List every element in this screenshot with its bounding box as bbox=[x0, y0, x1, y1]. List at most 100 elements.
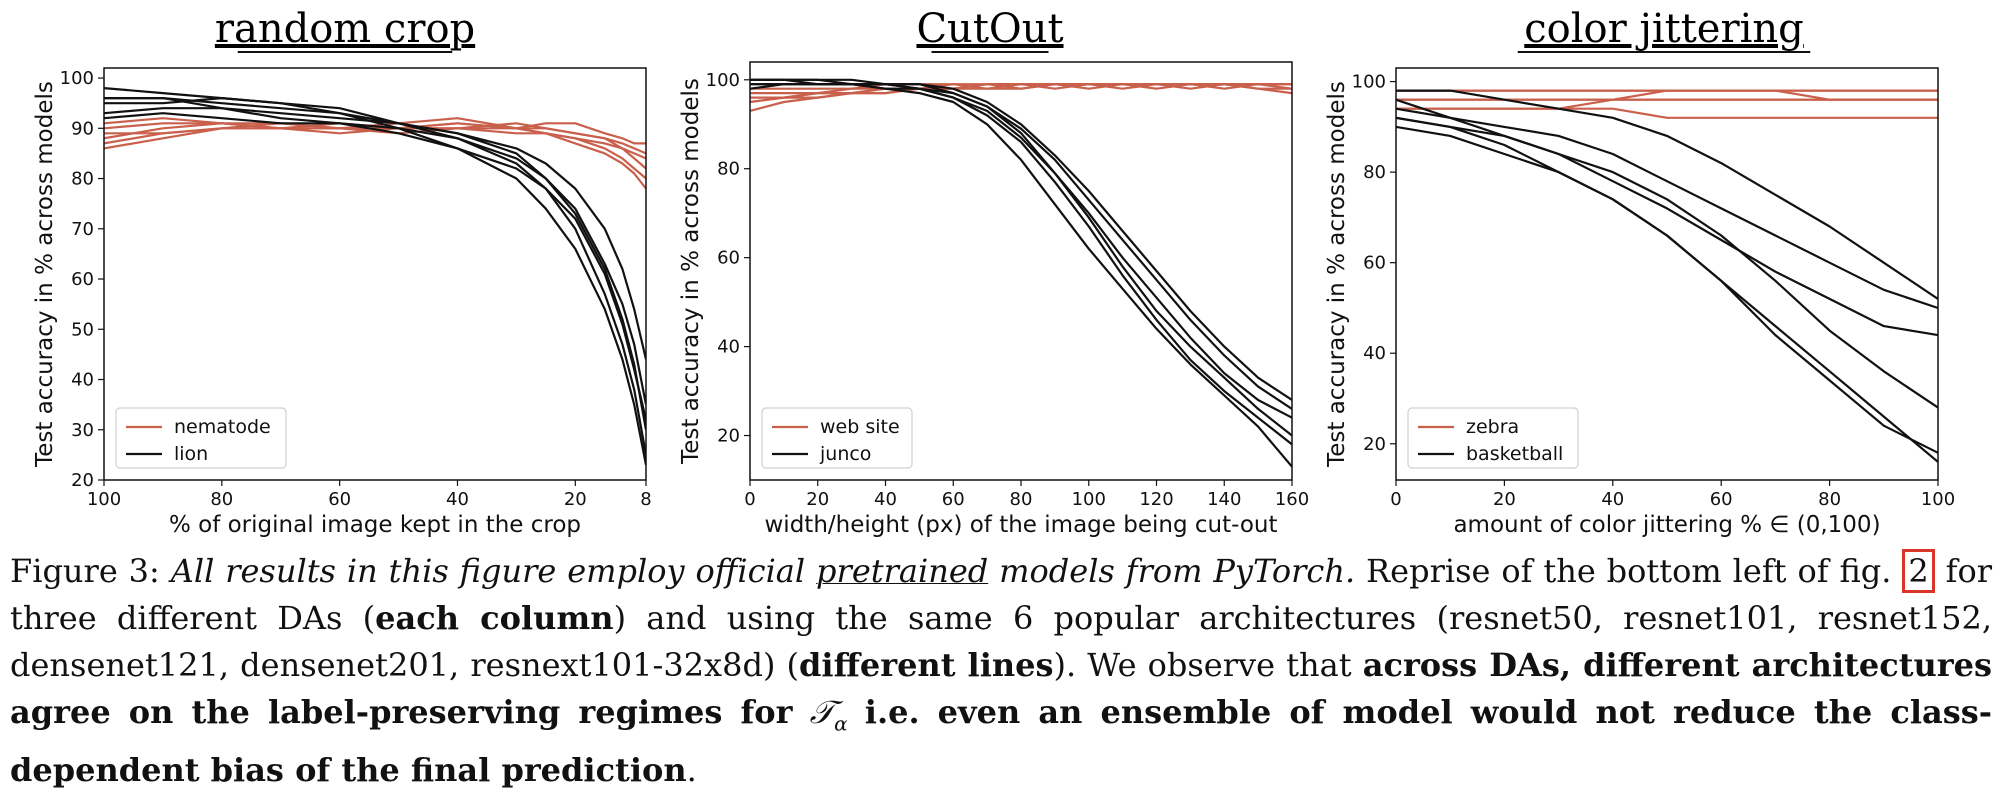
y-axis-label: Test accuracy in % across models bbox=[1324, 81, 1350, 468]
caption-math-symbol: 𝒯α bbox=[809, 693, 848, 735]
x-tick-label: 80 bbox=[1010, 489, 1033, 510]
x-tick-label: 80 bbox=[1818, 489, 1841, 510]
legend: zebra basketball bbox=[1407, 407, 1579, 469]
y-tick-label: 20 bbox=[1363, 434, 1386, 455]
series-line-nematode-1 bbox=[104, 122, 646, 155]
caption-text-3: ) and using the same 6 popular architect… bbox=[10, 599, 1993, 684]
series-line-basketball-9 bbox=[1396, 98, 1938, 409]
caption-text-2: for three different DAs ( bbox=[10, 552, 1993, 637]
x-tick-label: 20 bbox=[1493, 489, 1516, 510]
series-line-junco-11 bbox=[750, 83, 1292, 419]
x-tick-label: 20 bbox=[806, 489, 829, 510]
caption-label: Figure 3: bbox=[10, 552, 160, 590]
caption-text-1: Reprise of the bottom left of fig. bbox=[1366, 552, 1892, 590]
y-tick-label: 60 bbox=[71, 269, 94, 290]
x-tick-label: 60 bbox=[1710, 489, 1733, 510]
y-tick-label: 20 bbox=[71, 470, 94, 491]
y-tick-label: 100 bbox=[706, 70, 740, 91]
x-tick-label: 80 bbox=[210, 489, 233, 510]
x-tick-label: 160 bbox=[1275, 489, 1309, 510]
x-tick-label: 0 bbox=[1390, 489, 1401, 510]
chart-panel-random-crop: random crop 100 80 60 40 20 8 20 30 40 50 60 70 80 90 1… bbox=[0, 0, 660, 540]
figure-reference-link[interactable]: 2 bbox=[1902, 549, 1935, 593]
chart-panel-color-jittering: color jittering 0 20 40 60 80 100 20 40 60 80 100 am… bbox=[1320, 0, 1990, 540]
caption-end: . bbox=[686, 751, 697, 790]
series-line-web-site-4 bbox=[750, 83, 1292, 90]
chart-panel-cutout: CutOut 0 20 40 60 80 100 120 140 160 20 40 60 80 100 wi… bbox=[660, 0, 1320, 540]
series-line-basketball-7 bbox=[1396, 107, 1938, 310]
caption-bold-3: across DAs, different architectures agre… bbox=[10, 646, 1993, 731]
y-tick-label: 40 bbox=[1363, 343, 1386, 364]
x-axis-label: amount of color jittering % ∈ (0,100) bbox=[1453, 512, 1880, 538]
caption-bold-4: i.e. even an ensemble of model would not… bbox=[10, 693, 1993, 790]
y-tick-label: 50 bbox=[71, 319, 94, 340]
series-group bbox=[1396, 89, 1938, 463]
y-tick-label: 30 bbox=[71, 420, 94, 441]
legend: web site junco bbox=[761, 407, 913, 469]
y-tick-label: 20 bbox=[717, 426, 740, 447]
figure-caption: Figure 3: All results in this figure emp… bbox=[10, 548, 1992, 794]
y-tick-label: 60 bbox=[1363, 253, 1386, 274]
y-tick-label: 90 bbox=[71, 118, 94, 139]
x-tick-label: 120 bbox=[1139, 489, 1173, 510]
caption-italic-lead: All results in this figure employ offici… bbox=[170, 552, 806, 590]
x-tick-label: 140 bbox=[1207, 489, 1241, 510]
y-tick-label: 100 bbox=[1352, 72, 1386, 93]
x-tick-label: 100 bbox=[87, 489, 121, 510]
caption-math-t: 𝒯 bbox=[809, 693, 835, 731]
y-tick-label: 80 bbox=[1363, 162, 1386, 183]
y-axis-label: Test accuracy in % across models bbox=[678, 78, 704, 465]
x-tick-label: 40 bbox=[446, 489, 469, 510]
chart-title: random crop bbox=[215, 6, 475, 52]
series-line-junco-10 bbox=[750, 78, 1292, 401]
x-tick-label: 100 bbox=[1921, 489, 1955, 510]
caption-math-alpha: α bbox=[834, 711, 848, 736]
legend-label-nematode: nematode bbox=[174, 416, 271, 438]
series-line-basketball-6 bbox=[1396, 89, 1938, 300]
series-line-lion-10 bbox=[104, 96, 646, 420]
series-group bbox=[104, 87, 646, 466]
x-tick-label: 40 bbox=[1601, 489, 1624, 510]
y-tick-label: 40 bbox=[717, 337, 740, 358]
series-line-lion-11 bbox=[104, 107, 646, 430]
y-tick-label: 60 bbox=[717, 248, 740, 269]
legend-label-lion: lion bbox=[174, 443, 208, 465]
chart-color-jittering: color jittering 0 20 40 60 80 100 20 40 60 80 100 am… bbox=[1324, 6, 1955, 538]
caption-italic-underlined: pretrained bbox=[816, 552, 989, 590]
legend-label-zebra: zebra bbox=[1466, 416, 1519, 438]
x-tick-label: 40 bbox=[874, 489, 897, 510]
plot-frame bbox=[103, 67, 647, 481]
series-line-basketball-11 bbox=[1396, 116, 1938, 454]
series-line-junco-6 bbox=[750, 78, 1292, 437]
y-tick-label: 100 bbox=[60, 68, 94, 89]
legend: nematode lion bbox=[115, 407, 287, 469]
x-tick-label: 8 bbox=[640, 489, 651, 510]
y-tick-label: 70 bbox=[71, 219, 94, 240]
series-line-nematode-5 bbox=[104, 117, 646, 190]
series-line-zebra-4 bbox=[1396, 98, 1938, 110]
caption-bold-1: each column bbox=[375, 599, 614, 637]
series-group bbox=[750, 78, 1292, 468]
x-tick-label: 60 bbox=[328, 489, 351, 510]
series-line-basketball-8 bbox=[1396, 116, 1938, 337]
series-line-lion-7 bbox=[104, 96, 646, 466]
legend-label-web-site: web site bbox=[820, 416, 900, 438]
x-axis-label: width/height (px) of the image being cut… bbox=[765, 512, 1278, 538]
series-line-lion-8 bbox=[104, 112, 646, 405]
x-tick-label: 100 bbox=[1072, 489, 1106, 510]
x-tick-label: 0 bbox=[744, 489, 755, 510]
chart-title: color jittering bbox=[1524, 6, 1804, 52]
caption-italic-tail: models from PyTorch. bbox=[999, 552, 1356, 590]
y-tick-label: 80 bbox=[71, 169, 94, 190]
legend-label-junco: junco bbox=[819, 443, 871, 465]
caption-bold-2: different lines bbox=[799, 646, 1054, 684]
series-line-lion-6 bbox=[104, 87, 646, 456]
chart-random-crop: random crop 100 80 60 40 20 8 20 30 40 50 60 70 80 90 1… bbox=[32, 6, 652, 538]
series-line-zebra-5 bbox=[1396, 89, 1938, 101]
series-line-lion-9 bbox=[104, 96, 646, 360]
y-axis-label: Test accuracy in % across models bbox=[32, 81, 58, 468]
y-tick-label: 40 bbox=[71, 370, 94, 391]
x-axis-label: % of original image kept in the crop bbox=[169, 512, 581, 538]
series-line-zebra-2 bbox=[1396, 107, 1938, 119]
